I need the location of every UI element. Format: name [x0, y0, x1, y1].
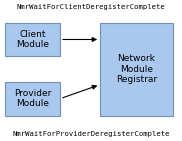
FancyBboxPatch shape	[5, 82, 60, 116]
FancyBboxPatch shape	[100, 23, 173, 116]
FancyBboxPatch shape	[5, 23, 60, 56]
Text: Client
Module: Client Module	[16, 30, 49, 49]
Text: NmrWaitForClientDeregisterComplete: NmrWaitForClientDeregisterComplete	[17, 4, 165, 10]
Text: Network
Module
Registrar: Network Module Registrar	[116, 54, 157, 84]
Text: Provider
Module: Provider Module	[14, 89, 52, 108]
Text: NmrWaitForProviderDeregisterComplete: NmrWaitForProviderDeregisterComplete	[12, 131, 170, 137]
